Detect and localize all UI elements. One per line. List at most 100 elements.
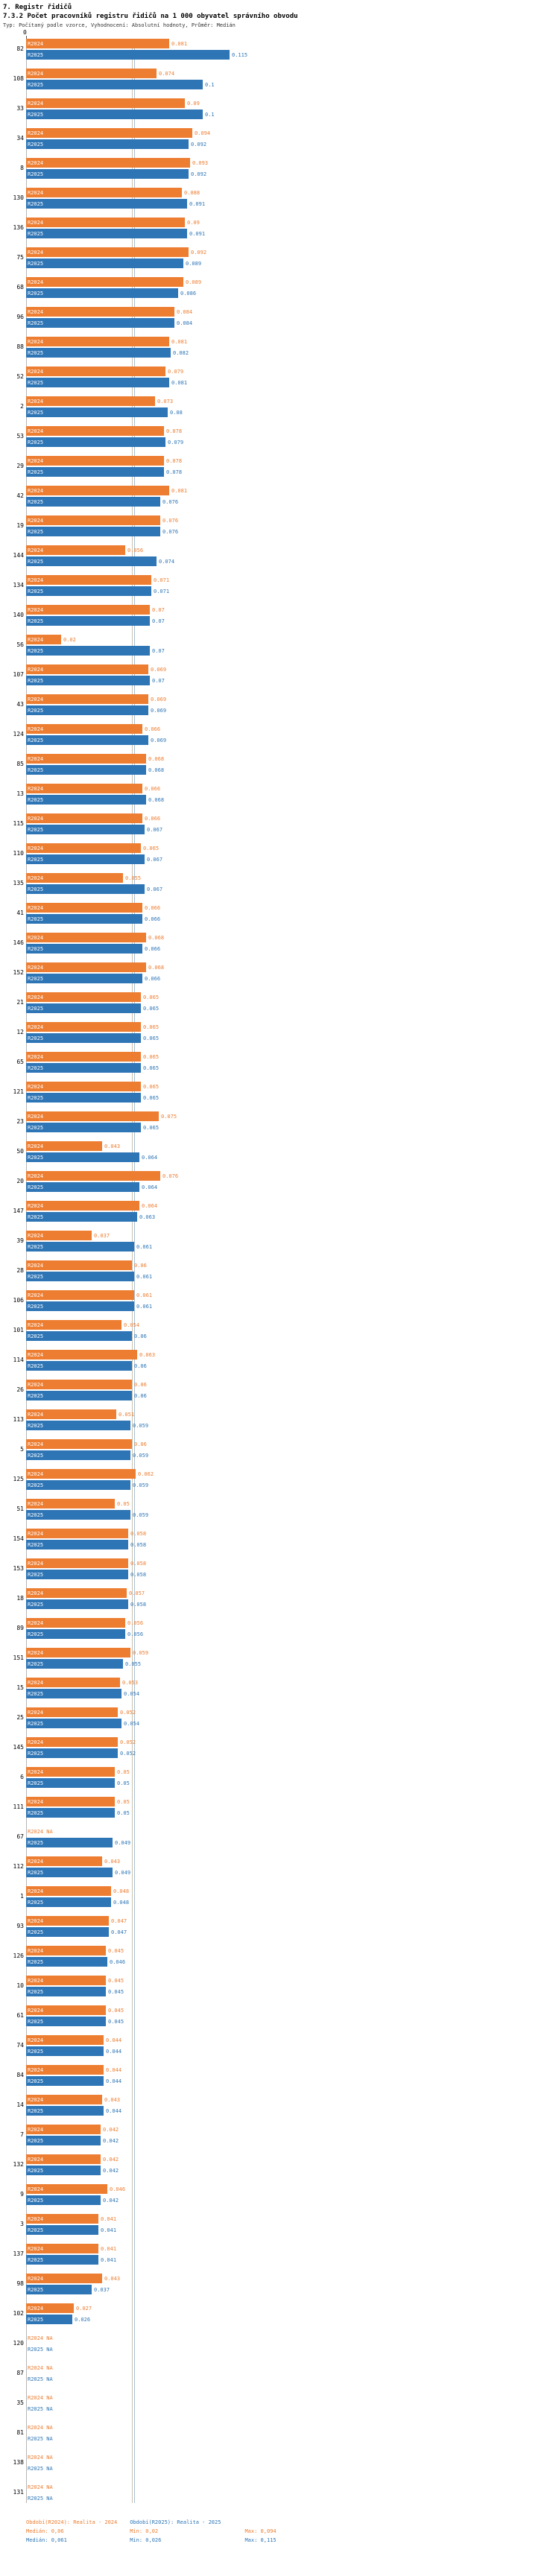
bar-r2024: R2024 bbox=[26, 1558, 128, 1568]
row-id-label: 13 bbox=[16, 790, 24, 797]
row-id-label: 3 bbox=[20, 2221, 24, 2227]
bar-group: 140 R2024 0.07 R2025 0.07 bbox=[0, 605, 559, 626]
bar-line-r2025: R2025 0.059 bbox=[26, 1450, 559, 1460]
bar-r2025: R2025 bbox=[26, 110, 203, 119]
bar-line-r2024: R2024 0.043 bbox=[26, 1141, 559, 1151]
value-label-r2025: 0.058 bbox=[130, 1541, 147, 1548]
series-label-r2025: R2025 bbox=[28, 1690, 44, 1697]
row-id-label: 43 bbox=[16, 701, 24, 708]
row-id-label: 145 bbox=[13, 1744, 24, 1751]
row-id-label: 18 bbox=[16, 1595, 24, 1602]
bar-r2024: R2024 bbox=[26, 2125, 101, 2134]
chart-rows: 82 R2024 0.081 R2025 0.115 108 R2024 0.074 R2025… bbox=[0, 39, 559, 2503]
bar-line-r2025: R2025 0.052 bbox=[26, 1748, 559, 1758]
bar-r2025: R2025 bbox=[26, 1689, 121, 1698]
bar-group: 8 R2024 0.093 R2025 0.092 bbox=[0, 158, 559, 179]
value-label-r2025: 0.06 bbox=[134, 1392, 147, 1399]
bar-group: 21 R2024 0.065 R2025 0.065 bbox=[0, 992, 559, 1013]
bar-r2024: R2024 bbox=[26, 396, 155, 406]
value-label-r2025: 0.054 bbox=[124, 1690, 140, 1697]
bar-group: 7 R2024 0.042 R2025 0.042 bbox=[0, 2125, 559, 2145]
bar-group: 111 R2024 0.05 R2025 0.05 bbox=[0, 1797, 559, 1818]
bar-r2024: R2024 bbox=[26, 1350, 137, 1360]
bar-r2024: R2024 bbox=[26, 635, 61, 644]
bar-group: 68 R2024 0.089 R2025 0.086 bbox=[0, 277, 559, 298]
bar-group: 93 R2024 0.047 R2025 0.047 bbox=[0, 1916, 559, 1937]
bar-line-r2025: R2025 0.05 bbox=[26, 1778, 559, 1788]
value-label-r2025: 0.065 bbox=[143, 1035, 160, 1041]
series-label-r2024: R2024 bbox=[28, 666, 44, 673]
bar-r2025: R2025 bbox=[26, 407, 168, 417]
bar-pair: R2024 0.043 R2025 0.037 bbox=[26, 2274, 559, 2294]
value-label-r2024: 0.069 bbox=[151, 696, 167, 702]
value-label-r2025: 0.08 bbox=[170, 409, 183, 416]
row-id-label: 82 bbox=[16, 45, 24, 52]
value-label-r2024: 0.092 bbox=[191, 249, 207, 256]
value-label-r2025: 0.041 bbox=[101, 2227, 117, 2233]
bar-r2024: R2024 bbox=[26, 307, 174, 317]
series-label-r2025: R2025 bbox=[28, 1958, 44, 1965]
series-label-r2024: R2024 bbox=[28, 70, 44, 77]
bar-line-r2025: R2025 0.084 bbox=[26, 318, 559, 328]
bar-r2024: R2024 bbox=[26, 277, 183, 287]
legend-period-row: Období(R2024): Realita - 2024 Období(R20… bbox=[26, 2519, 559, 2525]
bar-group: 96 R2024 0.084 R2025 0.084 bbox=[0, 307, 559, 328]
value-label-r2025: 0.046 bbox=[110, 1958, 126, 1965]
bar-line-r2024: R2024 0.054 bbox=[26, 1320, 559, 1330]
series-label-r2025: R2025 bbox=[28, 2137, 44, 2144]
bar-pair: R2024 0.063 R2025 0.06 bbox=[26, 1350, 559, 1371]
row-id-label: 140 bbox=[13, 612, 24, 618]
series-label-r2024: R2024 bbox=[28, 1888, 44, 1894]
value-label-r2025: 0.065 bbox=[143, 1094, 160, 1101]
bar-r2025: R2025 bbox=[26, 1093, 141, 1103]
bar-group: 112 R2024 0.043 R2025 0.049 bbox=[0, 1856, 559, 1877]
bar-group: 28 R2024 0.06 R2025 0.061 bbox=[0, 1260, 559, 1281]
value-label-r2025: 0.064 bbox=[142, 1184, 158, 1190]
bar-r2024: R2024 bbox=[26, 1707, 118, 1717]
section-title: 7. Registr řidičů bbox=[3, 4, 72, 11]
bar-group: 65 R2024 0.065 R2025 0.065 bbox=[0, 1052, 559, 1073]
bar-line-r2024: R2024 0.061 bbox=[26, 1290, 559, 1300]
bar-pair: R2024 0.09 R2025 0.1 bbox=[26, 98, 559, 119]
series-label-r2025: R2025 bbox=[28, 349, 44, 356]
bar-line-r2024: R2024 0.089 bbox=[26, 277, 559, 287]
series-label-r2025: R2025 bbox=[28, 677, 44, 684]
value-label-r2024: 0.044 bbox=[106, 2066, 122, 2073]
row-id-label: 68 bbox=[16, 284, 24, 291]
bar-group: 120 R2024 NA R2025 NA bbox=[0, 2333, 559, 2354]
series-label-r2025: R2025 bbox=[28, 1124, 44, 1131]
row-id-label: 8 bbox=[20, 165, 24, 171]
bar-r2024: R2024 bbox=[26, 2244, 98, 2253]
bar-r2025: R2025 bbox=[26, 378, 169, 387]
value-label-r2025: 0.049 bbox=[115, 1869, 131, 1876]
series-label-r2025: R2025 bbox=[28, 1273, 44, 1280]
series-label-r2024: R2024 bbox=[28, 636, 44, 643]
series-label-r2025: R2025 bbox=[28, 1452, 44, 1459]
bar-line-r2024: R2024 0.066 bbox=[26, 813, 559, 823]
min-2025-label: Min: 0,026 bbox=[130, 2537, 162, 2543]
legend-stats-2024: Medián: 0,06 Min: 0,02 Max: 0,094 bbox=[26, 2528, 559, 2534]
bar-pair: R2024 NA R2025 0.049 bbox=[26, 1827, 559, 1847]
chart-subtitle: Typ: Počítaný podle vzorce, Vyhodnocení:… bbox=[3, 22, 236, 28]
bar-pair: R2024 0.092 R2025 0.089 bbox=[26, 247, 559, 268]
value-label-r2025: 0.041 bbox=[101, 2256, 117, 2263]
bar-line-r2024: R2024 0.062 bbox=[26, 1469, 559, 1479]
bar-line-r2025: R2025 0.044 bbox=[26, 2106, 559, 2116]
value-label-r2025: 0.045 bbox=[108, 2018, 124, 2025]
series-label-r2025: R2025 bbox=[28, 1929, 44, 1935]
row-id-label: 108 bbox=[13, 75, 24, 82]
series-label-r2025: R2025 bbox=[28, 1214, 44, 1220]
bar-group: 53 R2024 0.078 R2025 0.079 bbox=[0, 426, 559, 447]
row-id-label: 51 bbox=[16, 1506, 24, 1512]
series-label-r2024: R2024 bbox=[28, 1917, 44, 1924]
bar-line-r2025: R2025 0.069 bbox=[26, 735, 559, 745]
series-label-r2025: R2025 bbox=[28, 558, 44, 565]
bar-line-r2024: R2024 NA bbox=[26, 2482, 559, 2492]
bar-pair: R2024 0.084 R2025 0.084 bbox=[26, 307, 559, 328]
bar-r2025: R2025 bbox=[26, 2076, 104, 2086]
series-label-r2024: R2024 bbox=[28, 1471, 44, 1477]
bar-line-r2024: R2024 0.068 bbox=[26, 754, 559, 764]
row-id-label: 130 bbox=[13, 194, 24, 201]
bar-pair: R2024 0.081 R2025 0.076 bbox=[26, 486, 559, 507]
bar-pair: R2024 0.058 R2025 0.058 bbox=[26, 1558, 559, 1579]
